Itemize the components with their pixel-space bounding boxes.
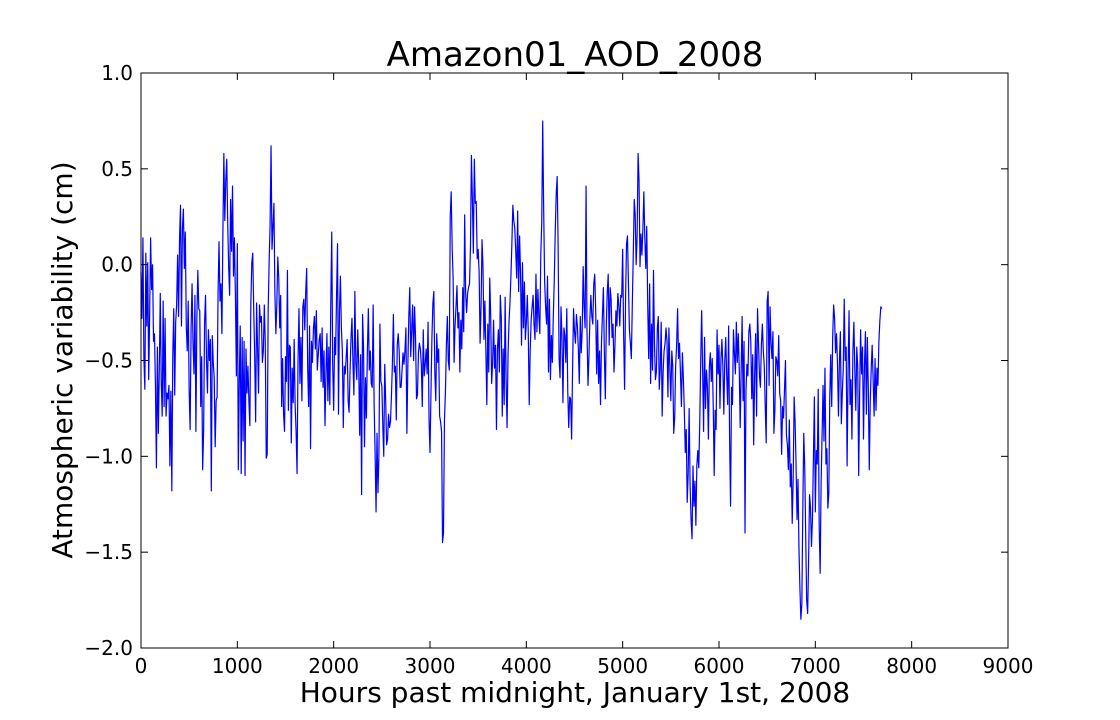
y-tick-label: −1.0 bbox=[84, 444, 133, 468]
y-tick-label: 1.0 bbox=[101, 61, 133, 85]
x-tick-label: 6000 bbox=[694, 654, 745, 678]
y-axis: 1.0 0.5 0.0 −0.5 −1.0 −1.5 −2.0 bbox=[84, 61, 1008, 660]
y-tick-label: −0.5 bbox=[84, 349, 133, 373]
x-tick-label: 1000 bbox=[212, 654, 263, 678]
series-line bbox=[140, 120, 883, 620]
y-tick-label: 0.0 bbox=[101, 253, 133, 277]
x-tick-label: 5000 bbox=[597, 654, 648, 678]
chart-title: Amazon01_AOD_2008 bbox=[387, 35, 764, 75]
x-tick-label: 3000 bbox=[405, 654, 456, 678]
x-axis-label: Hours past midnight, January 1st, 2008 bbox=[300, 676, 850, 709]
x-tick-label: 7000 bbox=[790, 654, 841, 678]
x-tick-label: 2000 bbox=[308, 654, 359, 678]
y-axis-label: Atmospheric variability (cm) bbox=[46, 161, 79, 558]
y-tick-label: −2.0 bbox=[84, 636, 133, 660]
x-tick-label: 9000 bbox=[983, 654, 1034, 678]
y-tick-label: −1.5 bbox=[84, 540, 133, 564]
y-tick-label: 0.5 bbox=[101, 157, 133, 181]
x-axis: 0 1000 2000 3000 4000 5000 6000 7000 8000 9000 bbox=[135, 73, 1034, 678]
x-tick-label: 4000 bbox=[501, 654, 552, 678]
x-tick-label: 8000 bbox=[886, 654, 937, 678]
x-tick-label: 0 bbox=[135, 654, 148, 678]
